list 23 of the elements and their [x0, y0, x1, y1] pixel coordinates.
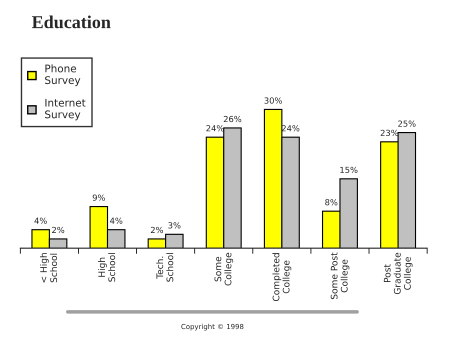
data-label: 9% — [92, 194, 105, 201]
data-label: 15% — [340, 166, 358, 174]
data-label: 4% — [34, 218, 47, 224]
x-tick-label: Some College — [214, 252, 234, 286]
data-label: 2% — [150, 226, 164, 234]
data-label: 8% — [325, 199, 338, 206]
legend-label: Phone Survey — [45, 64, 80, 86]
x-tick-label: High School — [98, 253, 116, 282]
data-label: 30% — [264, 97, 282, 104]
legend-label: Internet Survey — [45, 98, 86, 120]
chart-title: Education — [32, 16, 111, 28]
data-label: 26% — [224, 116, 242, 122]
data-label: 25% — [398, 120, 416, 127]
x-tick-label: Completed College — [272, 253, 292, 302]
x-tick-label: < High School — [40, 253, 58, 283]
data-label: 2% — [52, 226, 64, 234]
data-label: 4% — [110, 218, 122, 224]
data-label: 3% — [168, 222, 180, 228]
x-tick-label: Tech. School — [156, 253, 174, 282]
data-label: 23% — [380, 130, 398, 136]
x-tick-label: Post Graduate College — [384, 252, 413, 294]
x-tick-label: Some Post College — [330, 252, 350, 300]
data-label: 24% — [206, 125, 224, 132]
